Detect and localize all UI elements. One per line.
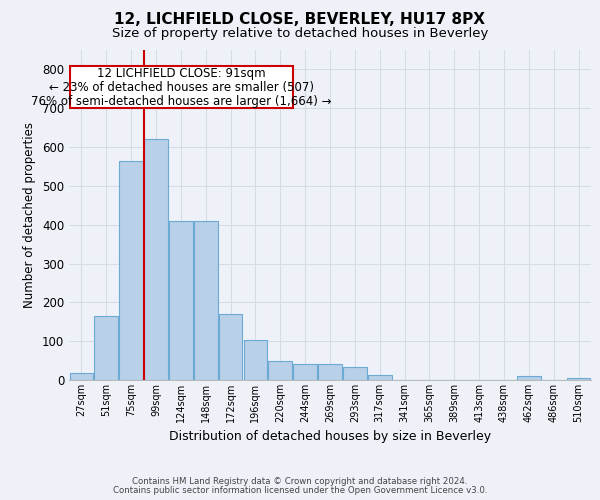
Text: 12, LICHFIELD CLOSE, BEVERLEY, HU17 8PX: 12, LICHFIELD CLOSE, BEVERLEY, HU17 8PX: [115, 12, 485, 28]
Bar: [94, 316, 118, 380]
Bar: [343, 367, 367, 380]
Bar: [244, 340, 267, 380]
Bar: [517, 376, 541, 380]
Bar: [219, 314, 242, 380]
Y-axis label: Number of detached properties: Number of detached properties: [23, 122, 37, 308]
Bar: [70, 373, 93, 380]
Bar: [293, 364, 317, 380]
Bar: [194, 221, 218, 380]
X-axis label: Distribution of detached houses by size in Beverley: Distribution of detached houses by size …: [169, 430, 491, 444]
Bar: [119, 160, 143, 380]
Text: Size of property relative to detached houses in Beverley: Size of property relative to detached ho…: [112, 28, 488, 40]
Text: Contains public sector information licensed under the Open Government Licence v3: Contains public sector information licen…: [113, 486, 487, 495]
Bar: [268, 360, 292, 380]
Text: Contains HM Land Registry data © Crown copyright and database right 2024.: Contains HM Land Registry data © Crown c…: [132, 477, 468, 486]
Bar: [144, 140, 168, 380]
Bar: [318, 364, 342, 380]
Bar: [567, 378, 590, 380]
Text: ← 23% of detached houses are smaller (507): ← 23% of detached houses are smaller (50…: [49, 81, 314, 94]
Bar: [169, 221, 193, 380]
Text: 12 LICHFIELD CLOSE: 91sqm: 12 LICHFIELD CLOSE: 91sqm: [97, 67, 266, 80]
Bar: [368, 375, 392, 380]
Text: 76% of semi-detached houses are larger (1,664) →: 76% of semi-detached houses are larger (…: [31, 94, 332, 108]
FancyBboxPatch shape: [70, 66, 293, 108]
